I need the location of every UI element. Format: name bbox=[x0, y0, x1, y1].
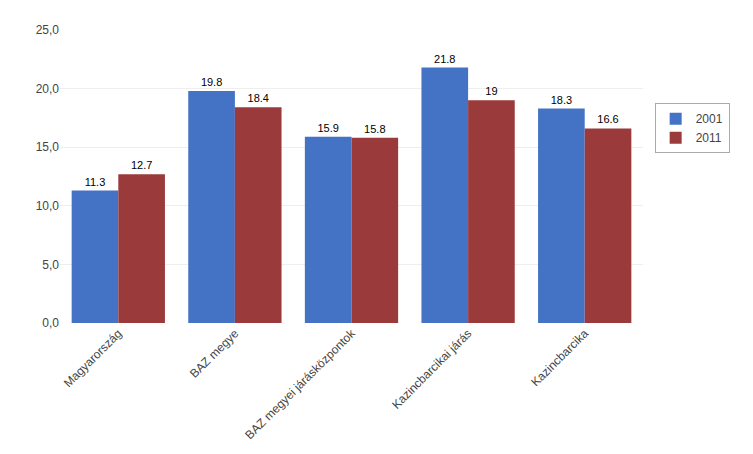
svg-text:10,0: 10,0 bbox=[36, 199, 60, 213]
svg-text:19.8: 19.8 bbox=[201, 76, 222, 88]
svg-text:5,0: 5,0 bbox=[42, 258, 59, 272]
svg-text:11.3: 11.3 bbox=[85, 176, 106, 188]
svg-text:12.7: 12.7 bbox=[131, 159, 152, 171]
svg-text:15.8: 15.8 bbox=[364, 123, 385, 135]
svg-text:15.9: 15.9 bbox=[317, 122, 338, 134]
svg-text:0,0: 0,0 bbox=[42, 316, 59, 330]
svg-text:BAZ megyei járásközpontok: BAZ megyei járásközpontok bbox=[242, 326, 358, 442]
svg-text:Magyarország: Magyarország bbox=[61, 326, 125, 390]
svg-text:Kazincbarcika: Kazincbarcika bbox=[528, 326, 591, 389]
svg-text:15,0: 15,0 bbox=[36, 140, 60, 154]
svg-text:25,0: 25,0 bbox=[36, 23, 60, 37]
svg-text:18.3: 18.3 bbox=[551, 94, 572, 106]
svg-text:18.4: 18.4 bbox=[248, 92, 269, 104]
svg-text:21.8: 21.8 bbox=[434, 53, 455, 65]
svg-text:2011: 2011 bbox=[696, 131, 722, 145]
svg-text:20,0: 20,0 bbox=[36, 82, 60, 96]
svg-text:19: 19 bbox=[485, 85, 497, 97]
svg-text:BAZ megye: BAZ megye bbox=[187, 326, 241, 380]
svg-text:2001: 2001 bbox=[696, 112, 723, 126]
svg-text:Kazincbarcikai járás: Kazincbarcikai járás bbox=[389, 326, 474, 411]
svg-text:16.6: 16.6 bbox=[597, 113, 618, 125]
